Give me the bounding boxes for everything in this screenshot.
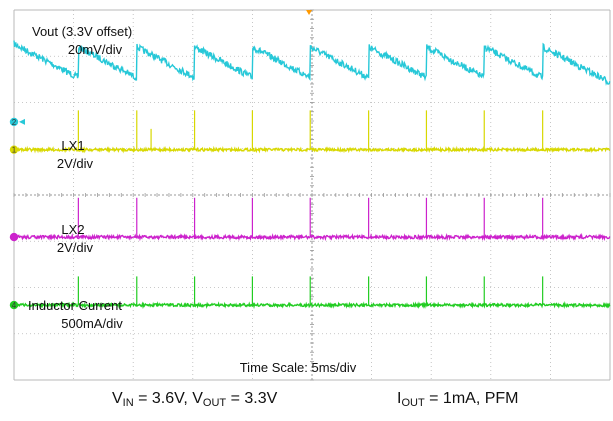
lx1-scale-label: 2V/div — [57, 156, 94, 171]
il-channel-name: Inductor Current — [28, 298, 122, 313]
inductor-current-trace — [13, 300, 611, 310]
time-scale-label: Time Scale: 5ms/div — [240, 360, 357, 375]
caption-text: I — [397, 390, 402, 407]
lx1-channel-name: LX1 — [61, 138, 84, 153]
caption-text: V — [112, 390, 123, 407]
channel-ref-marker — [9, 300, 19, 310]
oscilloscope-screen: 2 1 4 Vout (3.3V offset) 20mV/div LX1 2V/div LX… — [9, 9, 611, 381]
vout-channel-name: Vout (3.3V offset) — [32, 24, 132, 39]
vout-ref-arrow — [19, 118, 25, 125]
caption-subscript: OUT — [202, 397, 227, 409]
channel-ref-marker — [9, 145, 19, 154]
caption-text: = 3.6V, V — [133, 390, 203, 407]
lx2-channel-name: LX2 — [61, 222, 84, 237]
channel-ref-marker — [9, 117, 19, 127]
channel-ref-number: 2 — [12, 118, 17, 127]
caption-text: = 3.3V — [226, 390, 278, 407]
lx1-trace — [13, 145, 611, 154]
caption-subscript: OUT — [401, 397, 425, 409]
il-scale-label: 500mA/div — [61, 316, 123, 331]
load-mode-caption: IOUT = 1mA, PFM — [397, 390, 518, 409]
channel-ref-number: 1 — [12, 146, 17, 155]
caption-subscript: IN — [122, 397, 134, 409]
channel-ref-marker — [9, 232, 19, 242]
input-output-voltage-caption: VIN = 3.6V, VOUT = 3.3V — [112, 390, 277, 409]
vout-trace — [13, 40, 611, 86]
lx2-trace — [13, 232, 611, 242]
trigger-marker — [306, 10, 313, 15]
channel-ref-number: 4 — [12, 301, 17, 310]
vout-scale-label: 20mV/div — [68, 42, 123, 57]
lx2-scale-label: 2V/div — [57, 240, 94, 255]
caption-text: = 1mA, PFM — [424, 390, 519, 407]
